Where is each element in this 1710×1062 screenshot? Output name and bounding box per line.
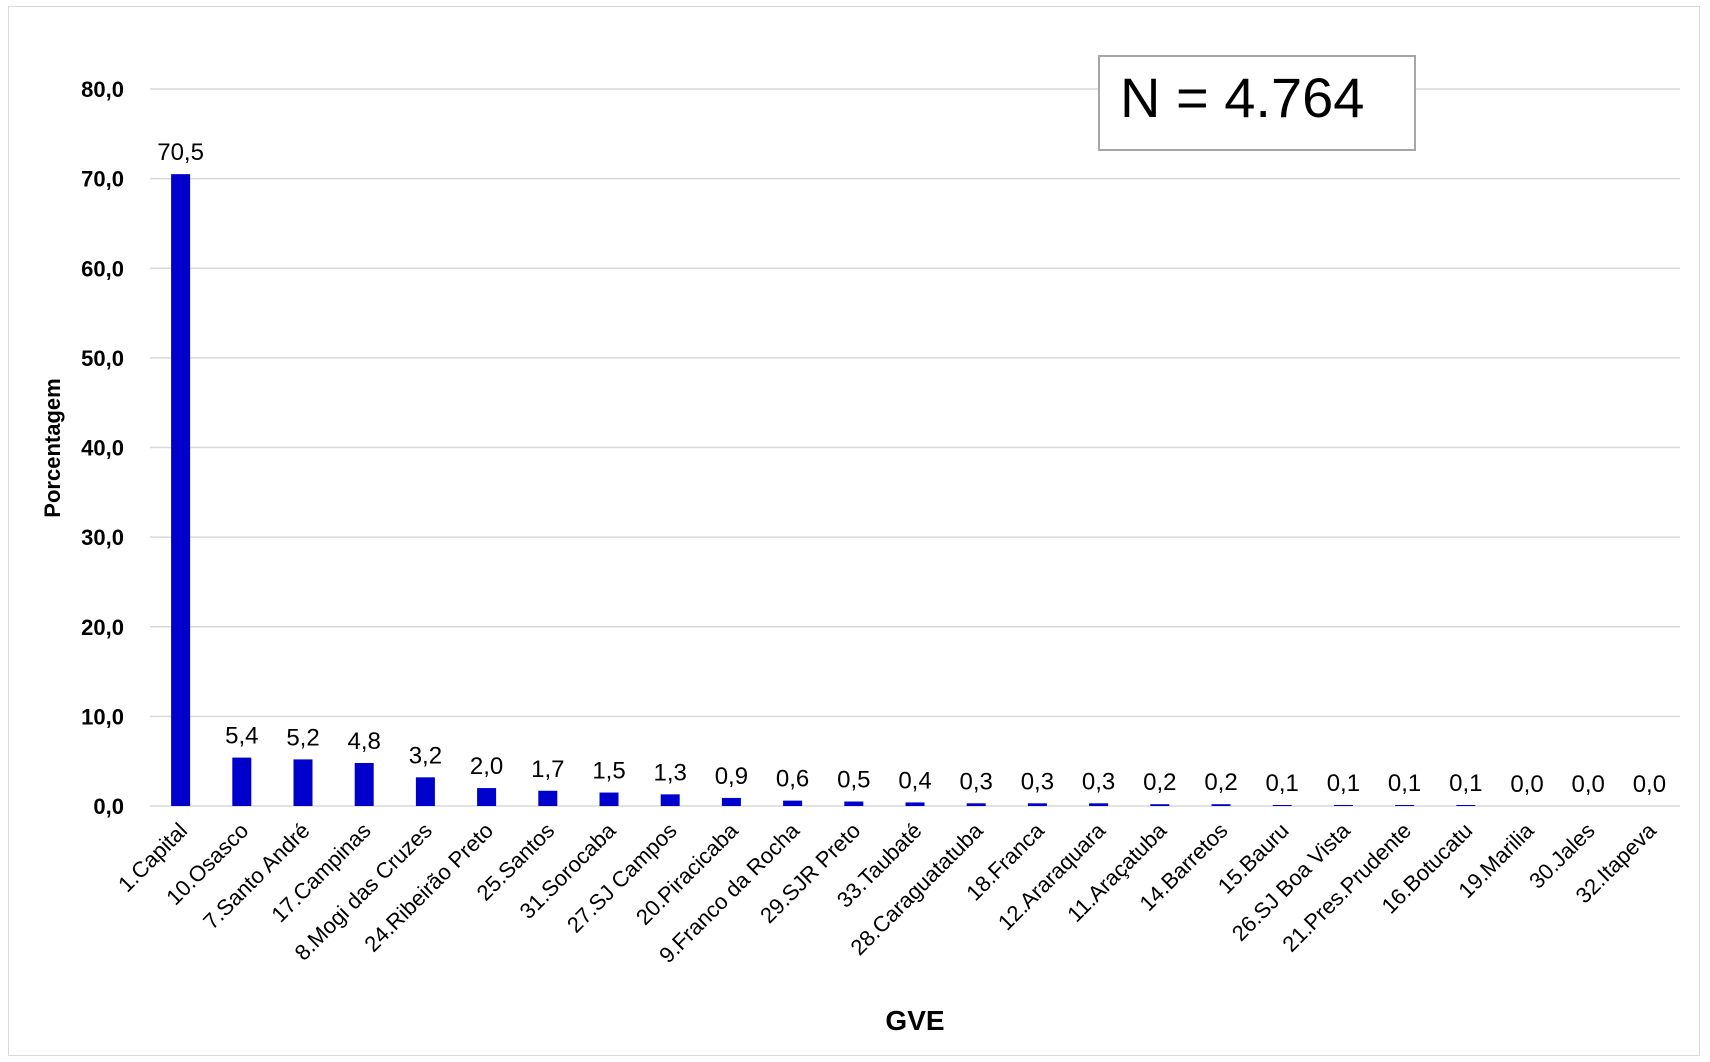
- data-label: 0,5: [837, 767, 870, 794]
- bar: [905, 802, 925, 806]
- data-label: 1,5: [592, 758, 625, 785]
- bar: [538, 790, 558, 806]
- data-label: 0,1: [1266, 770, 1299, 797]
- data-label: 0,0: [1510, 771, 1543, 798]
- data-label: 4,8: [348, 728, 381, 755]
- bar: [477, 788, 497, 806]
- data-label: 0,2: [1204, 769, 1237, 796]
- bar: [232, 757, 252, 806]
- sample-size-text: N = 4.764: [1120, 66, 1365, 129]
- data-label: 0,1: [1327, 770, 1360, 797]
- y-tick-label: 40,0: [81, 436, 124, 461]
- bar: [1395, 805, 1415, 806]
- y-tick-label: 50,0: [81, 346, 124, 371]
- data-label: 0,1: [1388, 770, 1421, 797]
- data-label: 1,7: [531, 756, 564, 783]
- y-axis-title: Porcentagem: [40, 378, 65, 517]
- bar: [1150, 804, 1170, 806]
- bar: [660, 794, 680, 806]
- bar: [599, 792, 619, 806]
- x-tick-label: 7.Santo André: [198, 818, 314, 934]
- x-axis-title: GVE: [885, 1005, 944, 1036]
- data-label: 0,6: [776, 766, 809, 793]
- data-label: 0,3: [960, 768, 993, 795]
- data-label: 5,4: [225, 723, 258, 750]
- data-label: 5,2: [286, 724, 319, 751]
- y-tick-label: 70,0: [81, 167, 124, 192]
- data-label: 1,3: [654, 759, 687, 786]
- bar: [966, 803, 986, 806]
- data-label: 0,3: [1082, 768, 1115, 795]
- x-tick-label: 12.Araraquara: [993, 817, 1111, 935]
- bar: [1089, 803, 1109, 806]
- bar: [783, 800, 803, 806]
- data-label: 3,2: [409, 742, 442, 769]
- y-tick-label: 10,0: [81, 704, 124, 729]
- y-tick-label: 30,0: [81, 525, 124, 550]
- bar: [1456, 805, 1476, 806]
- bar: [844, 801, 864, 806]
- bar: [1272, 805, 1292, 806]
- bar: [293, 759, 313, 806]
- y-tick-label: 80,0: [81, 77, 124, 102]
- bar: [415, 777, 435, 806]
- bar: [354, 762, 374, 806]
- data-label: 0,0: [1572, 771, 1605, 798]
- data-label: 0,3: [1021, 768, 1054, 795]
- sample-size-box: N = 4.764: [1098, 55, 1416, 151]
- x-tick-label: 27.SJ Campos: [562, 818, 682, 938]
- y-tick-label: 20,0: [81, 615, 124, 640]
- data-label: 0,0: [1633, 771, 1666, 798]
- y-tick-label: 60,0: [81, 256, 124, 281]
- data-label: 0,9: [715, 763, 748, 790]
- chart-frame: [8, 6, 1700, 1056]
- y-tick-label: 0,0: [93, 794, 124, 819]
- bar: [1027, 803, 1047, 806]
- data-label: 70,5: [157, 139, 204, 166]
- data-label: 0,2: [1143, 769, 1176, 796]
- bar: [721, 797, 741, 806]
- bar: [1333, 805, 1353, 806]
- data-label: 2,0: [470, 753, 503, 780]
- data-label: 0,1: [1449, 770, 1482, 797]
- data-label: 0,4: [898, 767, 931, 794]
- bar: [171, 174, 191, 807]
- bar: [1211, 804, 1231, 806]
